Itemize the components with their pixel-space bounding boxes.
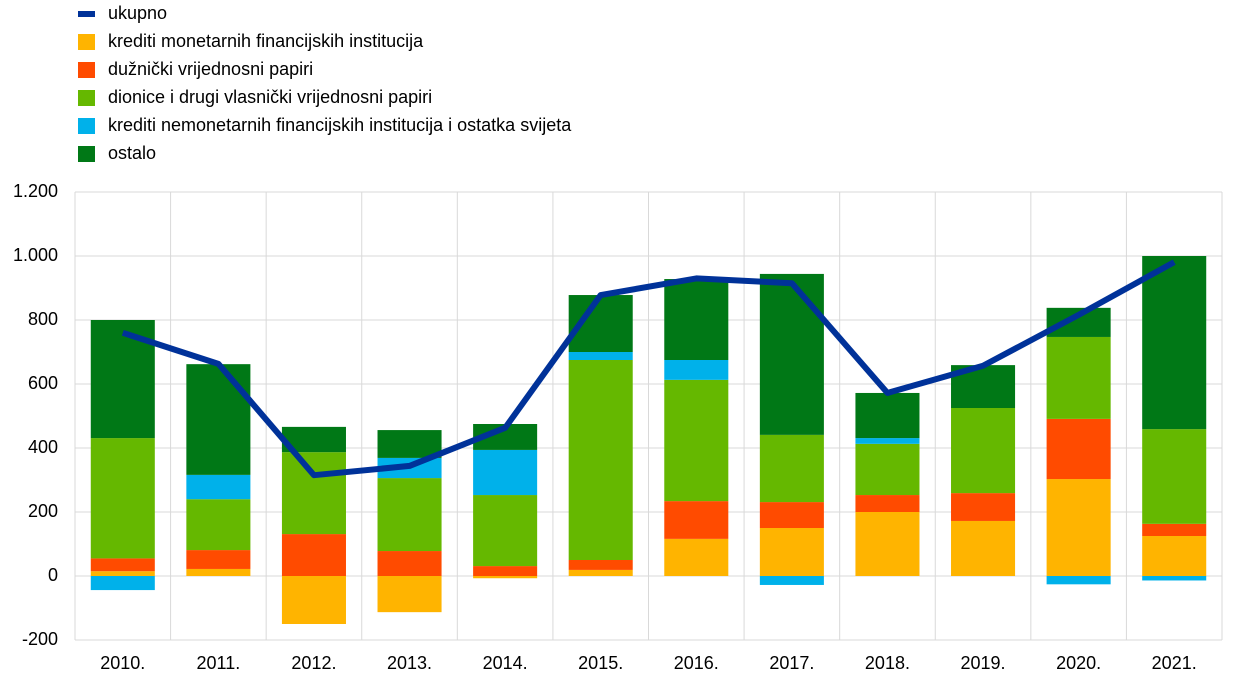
- y-tick-label: -200: [22, 629, 58, 649]
- bar-segment: [568, 569, 633, 576]
- bar-segment: [1142, 523, 1207, 536]
- legend-swatch: [78, 34, 95, 50]
- bar-segment: [759, 502, 824, 528]
- bar-segment: [568, 360, 633, 560]
- bar-segment: [568, 560, 633, 570]
- bar-segment: [1046, 576, 1111, 585]
- bar-segment: [377, 478, 442, 552]
- bar-segment: [473, 449, 538, 496]
- legend-label: ostalo: [108, 143, 156, 163]
- bar-segment: [377, 430, 442, 458]
- bar-segment: [186, 550, 251, 569]
- bar-segment: [186, 474, 251, 500]
- bar-segment: [855, 443, 920, 496]
- x-tick-label: 2014.: [483, 653, 528, 673]
- legend-swatch: [78, 90, 95, 106]
- y-tick-label: 0: [48, 565, 58, 585]
- bar-segment: [664, 501, 729, 539]
- legend-swatch: [78, 62, 95, 78]
- legend-swatch: [78, 146, 95, 162]
- bar-segment: [473, 495, 538, 567]
- bar-segment: [951, 408, 1016, 494]
- bar-segment: [855, 392, 920, 439]
- bar-segment: [186, 568, 251, 576]
- y-tick-label: 1.000: [13, 245, 58, 265]
- y-tick-label: 1.200: [13, 181, 58, 201]
- bar-segment: [90, 558, 155, 572]
- bar-segment: [377, 551, 442, 576]
- x-tick-label: 2012.: [291, 653, 336, 673]
- bar-segment: [1142, 256, 1207, 430]
- y-tick-label: 200: [28, 501, 58, 521]
- legend-label: krediti monetarnih financijskih instituc…: [108, 31, 424, 51]
- bar-segment: [1142, 576, 1207, 581]
- x-tick-label: 2016.: [674, 653, 719, 673]
- bar-segment: [281, 452, 346, 535]
- bar-segment: [951, 493, 1016, 521]
- bar-segment: [186, 499, 251, 551]
- bar-segment: [90, 576, 155, 591]
- legend-swatch: [78, 118, 95, 134]
- legend-label: ukupno: [108, 3, 167, 23]
- legend-label: dužnički vrijednosni papiri: [108, 59, 313, 79]
- x-tick-label: 2020.: [1056, 653, 1101, 673]
- x-tick-label: 2011.: [197, 653, 241, 673]
- bar-segment: [1046, 336, 1111, 419]
- bar-segment: [186, 364, 251, 475]
- bar-segment: [759, 434, 824, 503]
- bar-segment: [664, 279, 729, 360]
- bar-segment: [1142, 429, 1207, 524]
- bar-segment: [951, 520, 1016, 576]
- x-tick-label: 2017.: [769, 653, 814, 673]
- bar-segment: [759, 576, 824, 585]
- bar-segment: [377, 576, 442, 613]
- x-tick-label: 2013.: [387, 653, 432, 673]
- bar-segment: [90, 438, 155, 559]
- bar-segment: [664, 360, 729, 380]
- bar-segment: [473, 576, 538, 579]
- bar-segment: [281, 534, 346, 576]
- bar-segment: [855, 495, 920, 512]
- y-tick-label: 600: [28, 373, 58, 393]
- x-tick-label: 2015.: [578, 653, 623, 673]
- bar-segment: [1046, 479, 1111, 576]
- x-tick-label: 2019.: [961, 653, 1006, 673]
- y-tick-label: 400: [28, 437, 58, 457]
- bar-segment: [855, 438, 920, 444]
- bar-segment: [568, 352, 633, 360]
- bar-segment: [90, 571, 155, 576]
- bar-segment: [664, 379, 729, 502]
- line-series: [121, 259, 1176, 479]
- legend-label: krediti nemonetarnih financijskih instit…: [108, 115, 572, 135]
- bar-segment: [281, 576, 346, 624]
- bar-segment: [759, 528, 824, 576]
- bar-segment: [473, 566, 538, 576]
- legend-label: dionice i drugi vlasnički vrijednosni pa…: [108, 87, 432, 107]
- bar-segment: [855, 512, 920, 576]
- x-tick-label: 2021.: [1152, 653, 1197, 673]
- x-tick-label: 2018.: [865, 653, 910, 673]
- bar-segment: [1046, 418, 1111, 480]
- bar-segment: [664, 538, 729, 576]
- y-tick-label: 800: [28, 309, 58, 329]
- x-tick-label: 2010.: [100, 653, 145, 673]
- bar-segment: [759, 273, 824, 435]
- bar-segment: [1142, 536, 1207, 576]
